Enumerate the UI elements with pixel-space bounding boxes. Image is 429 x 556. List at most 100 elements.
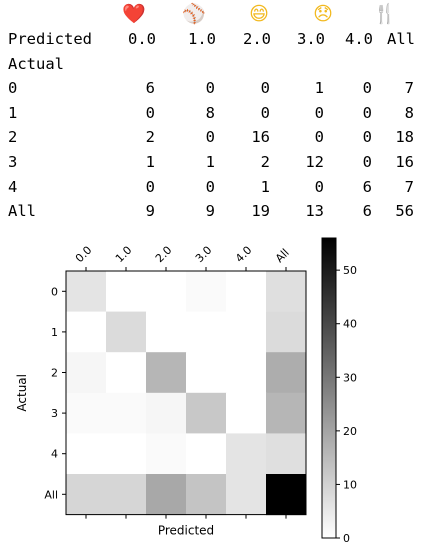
table-cell: 0 [260, 103, 270, 122]
colorbar-tick-label: 50 [343, 264, 357, 277]
row-label: All [8, 202, 36, 221]
heatmap-cell [266, 474, 307, 516]
table-cell: 16 [251, 128, 270, 147]
table-cell: 2 [145, 128, 155, 147]
heart-icon: ❤️ [122, 3, 146, 25]
heatmap-cell [146, 311, 187, 353]
table-cell: 0 [205, 79, 215, 98]
heatmap-cell [66, 352, 107, 394]
heatmap-cell [66, 311, 107, 353]
table-cell: 13 [305, 202, 324, 221]
x-tick-label: 1.0 [113, 244, 135, 266]
table-row: 0 6 0 0 1 0 7 [8, 76, 414, 101]
heatmap-cell [106, 352, 147, 394]
row-label: 1 [8, 103, 18, 122]
table-cell: 7 [404, 79, 414, 98]
table-cell: 56 [395, 202, 414, 221]
y-axis-label: Actual [15, 374, 29, 412]
table-row: 4 0 0 1 0 6 7 [8, 175, 414, 200]
heatmap-cell [266, 433, 307, 475]
heatmap-cell [186, 352, 227, 394]
column-header: 1.0 [188, 30, 216, 48]
heatmap-cell [186, 474, 227, 516]
table-cell: 0 [362, 103, 372, 122]
colorbar-tick-label: 40 [343, 318, 357, 331]
x-tick-label: All [273, 246, 292, 265]
table-cell: 6 [362, 202, 372, 221]
heatmap-cell [186, 271, 227, 313]
column-header: 3.0 [297, 30, 325, 48]
baseball-icon: ⚾ [182, 3, 206, 25]
heatmap-cell [226, 352, 267, 394]
colorbar-tick-label: 10 [343, 478, 357, 491]
table-row: 3 1 1 2 12 0 16 [8, 150, 414, 175]
table-row: All 9 9 19 13 6 56 [8, 199, 414, 224]
table-header-row: Predicted 0.0 1.0 2.0 3.0 4.0 All [8, 27, 415, 52]
table-cell: 0 [205, 128, 215, 147]
column-header: 4.0 [345, 30, 373, 48]
table-row: 1 0 8 0 0 0 8 [8, 101, 414, 126]
colorbar-tick-label: 0 [343, 532, 350, 545]
heatmap-cell [146, 392, 187, 434]
y-tick-label: 4 [51, 448, 58, 461]
disappointed-face-icon: 😞 [313, 3, 333, 25]
table-cell: 18 [395, 128, 414, 147]
heatmap-cell [66, 433, 107, 475]
confusion-heatmap: 0.0 1.0 2.0 3.0 4.0 All 0 1 2 3 4 All 0 10 20 30 40 50 P… [15, 237, 357, 545]
table-cell: 0 [145, 177, 155, 196]
fork-knife-icon: 🍴 [373, 3, 397, 25]
heatmap-cell [146, 474, 187, 516]
heatmap-cell [226, 392, 267, 434]
table-cell: 0 [362, 128, 372, 147]
table-cell: 0 [145, 103, 155, 122]
heatmap-cell [106, 271, 147, 313]
actual-label: Actual [8, 54, 64, 73]
heatmap-cell [226, 311, 267, 353]
colorbar-tick-label: 20 [343, 425, 357, 438]
table-cell: 2 [260, 152, 270, 171]
table-cell: 7 [404, 177, 414, 196]
table-cell: 8 [404, 103, 414, 122]
y-tick-label: 0 [51, 285, 58, 298]
table-cell: 6 [145, 79, 155, 98]
heatmap-cell [226, 271, 267, 313]
heatmap-cell [66, 271, 107, 313]
colorbar [321, 237, 337, 539]
table-row: 2 2 0 16 0 0 18 [8, 125, 414, 150]
y-tick-label: 3 [51, 407, 58, 420]
heatmap-cell [226, 433, 267, 475]
grinning-face-icon: 😄 [249, 3, 269, 25]
heatmap-frame [65, 270, 307, 516]
x-tick-label: 2.0 [153, 244, 175, 266]
heatmap-cell [266, 392, 307, 434]
heatmap-cell [106, 311, 147, 353]
heatmap-cell [146, 433, 187, 475]
x-tick-label: 0.0 [73, 244, 95, 266]
colorbar-tick-label: 30 [343, 371, 357, 384]
table-cell: 6 [362, 177, 372, 196]
x-tick-label: 4.0 [233, 244, 255, 266]
heatmap-cell [266, 271, 307, 313]
heatmap-cell [106, 392, 147, 434]
table-cell: 0 [260, 79, 270, 98]
emoji-header-row: ❤️ ⚾ 😄 😞 🍴 [0, 0, 429, 28]
column-header: 2.0 [243, 30, 271, 48]
table-cell: 12 [305, 152, 324, 171]
heatmap-cell [106, 433, 147, 475]
x-tick-label: 3.0 [193, 244, 215, 266]
y-tick-label: 2 [51, 367, 58, 380]
heatmap-cell [186, 433, 227, 475]
heatmap-cell [266, 352, 307, 394]
table-cell: 0 [362, 79, 372, 98]
row-label: 2 [8, 128, 18, 147]
table-cell: 8 [205, 103, 215, 122]
table-cell: 16 [395, 152, 414, 171]
x-axis-label: Predicted [158, 524, 214, 538]
column-header: All [387, 30, 415, 48]
heatmap-cell [146, 352, 187, 394]
table-cell: 19 [251, 202, 270, 221]
heatmap-cell [66, 392, 107, 434]
table-cell: 0 [314, 103, 324, 122]
heatmap-cell [66, 474, 107, 516]
